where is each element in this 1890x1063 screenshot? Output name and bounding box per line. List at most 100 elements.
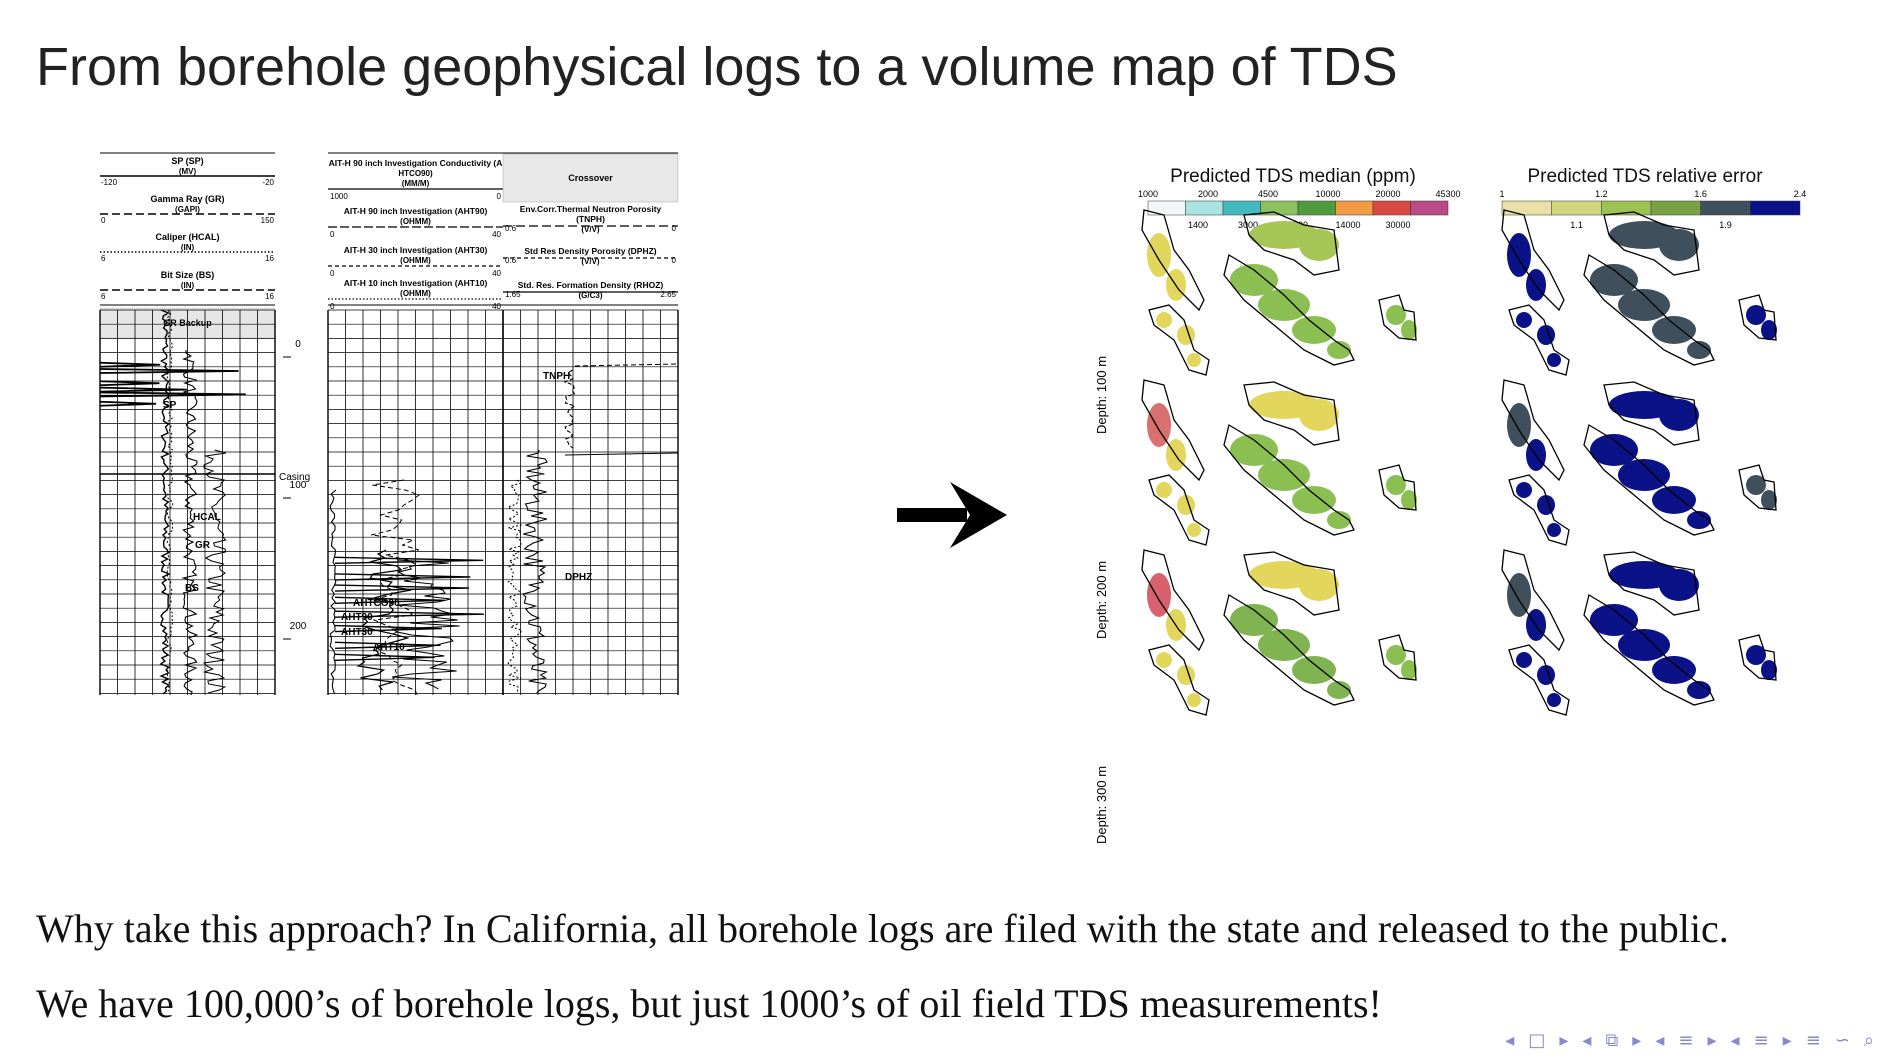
log-header-unit: (V/V) bbox=[581, 225, 600, 234]
row-label-depth-200: Depth: 200 m bbox=[1094, 561, 1109, 639]
map-outline bbox=[1243, 551, 1340, 616]
map-fill-region bbox=[1746, 645, 1766, 665]
map-fill-region bbox=[1687, 681, 1711, 699]
map-fill-region bbox=[1516, 312, 1532, 328]
nav-prev-subsection-icon[interactable]: ◂ bbox=[1582, 1030, 1592, 1051]
median-colorbar-title: Predicted TDS median (ppm) bbox=[1170, 166, 1416, 187]
map-fill-region bbox=[1386, 305, 1406, 325]
log-header-unit: (IN) bbox=[181, 281, 195, 290]
colorbar-tick-bottom: 1400 bbox=[1188, 220, 1208, 230]
map-outline bbox=[1141, 209, 1205, 312]
log-header-unit: (MM/M) bbox=[402, 179, 430, 188]
map-fill-region bbox=[1299, 229, 1339, 261]
map-fill-region bbox=[1156, 652, 1172, 668]
map-fill-region bbox=[1147, 403, 1171, 447]
log-header-name: Caliper (HCAL) bbox=[155, 232, 219, 242]
colorbar-swatch bbox=[1650, 200, 1701, 216]
map-fill-region bbox=[1590, 264, 1638, 296]
colorbar-tick-top: 2.4 bbox=[1794, 189, 1807, 199]
body-line-2: We have 100,000’s of borehole logs, but … bbox=[36, 981, 1382, 1026]
nav-search-icon[interactable]: ⌕ bbox=[1863, 1030, 1874, 1051]
nav-frame-icon[interactable]: □ bbox=[1528, 1030, 1546, 1051]
log-header-name: AIT-H 10 inch Investigation (AHT10) bbox=[344, 278, 488, 288]
map-panel-median-row-1 bbox=[1141, 209, 1417, 376]
map-outline bbox=[1738, 464, 1777, 511]
nav-next-subsection-icon[interactable]: ▸ bbox=[1632, 1030, 1642, 1051]
map-fill-region bbox=[1292, 486, 1336, 514]
map-outline bbox=[1603, 381, 1700, 446]
map-fill-region bbox=[1327, 511, 1351, 529]
log-header-max: 2.65 bbox=[660, 290, 676, 299]
map-fill-region bbox=[1659, 399, 1699, 431]
casing-label: Casing bbox=[279, 472, 310, 483]
log-header-unit: (G/C3) bbox=[579, 291, 603, 300]
log-header-min: 0 bbox=[330, 230, 335, 239]
map-outline bbox=[1141, 549, 1205, 652]
log-header-name: SP (SP) bbox=[171, 156, 203, 166]
nav-doc-icon[interactable]: ≡ bbox=[1753, 1030, 1769, 1051]
map-fill-region bbox=[1327, 341, 1351, 359]
borehole-log-figure: SP (SP)(MV) -120 -20 Gamma Ray (GR)(GAPI) 0 1… bbox=[99, 152, 679, 696]
map-outline bbox=[1603, 551, 1700, 616]
nav-prev-section-icon[interactable]: ◂ bbox=[1655, 1030, 1665, 1051]
nav-menu-icon[interactable]: ≡ bbox=[1805, 1030, 1821, 1051]
map-outline bbox=[1378, 294, 1417, 341]
log-header-name: AIT-H 90 inch Investigation (AHT90) bbox=[344, 206, 488, 216]
curve-label: AHT30 bbox=[341, 627, 373, 638]
colorbar-tick-top: 20000 bbox=[1375, 189, 1400, 199]
log-header-max: 150 bbox=[261, 216, 275, 225]
map-fill-region bbox=[1618, 289, 1670, 321]
slide-title: From borehole geophysical logs to a volu… bbox=[36, 37, 1398, 97]
row-label-depth-100: Depth: 100 m bbox=[1094, 356, 1109, 434]
map-fill-region bbox=[1156, 482, 1172, 498]
nav-back-icon[interactable]: ∽ bbox=[1834, 1030, 1850, 1051]
log-header-name: Env.Corr.Thermal Neutron Porosity bbox=[520, 204, 662, 214]
body-line-1: Why take this approach? In California, a… bbox=[36, 906, 1729, 951]
map-outline bbox=[1738, 634, 1777, 681]
map-panel-median-row-2 bbox=[1141, 379, 1417, 546]
map-fill-region bbox=[1507, 573, 1531, 617]
log-header-min: 6 bbox=[101, 292, 106, 301]
map-fill-region bbox=[1147, 233, 1171, 277]
colorbar-tick-top: 10000 bbox=[1315, 189, 1340, 199]
curve-label: GR bbox=[195, 540, 211, 551]
right-arrow-icon bbox=[897, 482, 1007, 548]
map-outline bbox=[1508, 644, 1570, 716]
error-colorbar-title: Predicted TDS relative error bbox=[1527, 166, 1763, 187]
log-header-name: Std. Res. Formation Density (RHOZ) bbox=[518, 280, 664, 290]
log-header-max: 0 bbox=[497, 192, 502, 201]
map-fill-region bbox=[1187, 693, 1201, 707]
map-outline bbox=[1223, 423, 1355, 536]
nav-next-section-icon[interactable]: ▸ bbox=[1707, 1030, 1717, 1051]
map-fill-region bbox=[1187, 353, 1201, 367]
map-outline bbox=[1501, 549, 1565, 652]
curve-label: AHTCO90 bbox=[353, 598, 400, 609]
map-fill-region bbox=[1292, 656, 1336, 684]
nav-subsection-icon[interactable]: ⧉ bbox=[1605, 1030, 1619, 1051]
depth-tick-label: 100 bbox=[290, 480, 307, 491]
map-fill-region bbox=[1386, 645, 1406, 665]
map-outline bbox=[1583, 593, 1715, 706]
colorbar-tick-top: 1000 bbox=[1138, 189, 1158, 199]
map-fill-region bbox=[1590, 604, 1638, 636]
map-fill-region bbox=[1156, 312, 1172, 328]
colorbar-tick-bottom: 1.9 bbox=[1719, 220, 1732, 230]
map-fill-region bbox=[1687, 341, 1711, 359]
colorbar-swatch bbox=[1372, 200, 1411, 216]
nav-prev-doc-icon[interactable]: ◂ bbox=[1730, 1030, 1740, 1051]
nav-prev-icon[interactable]: ◂ bbox=[1505, 1030, 1515, 1051]
svg-text:HTCO90): HTCO90) bbox=[398, 169, 433, 178]
nav-section-icon[interactable]: ≡ bbox=[1678, 1030, 1694, 1051]
map-fill-region bbox=[1746, 475, 1766, 495]
map-fill-region bbox=[1299, 569, 1339, 601]
map-outline bbox=[1223, 253, 1355, 366]
error-colorbar: 11.21.62.41.11.41.9 bbox=[1499, 189, 1806, 230]
colorbar-tick-bottom: 1.1 bbox=[1570, 220, 1583, 230]
log-header-min: 1000 bbox=[330, 192, 348, 201]
nav-next-icon[interactable]: ▸ bbox=[1559, 1030, 1569, 1051]
colorbar-tick-top: 1.2 bbox=[1595, 189, 1608, 199]
log-header-name: AIT-H 30 inch Investigation (AHT30) bbox=[344, 245, 488, 255]
log-header-min: 0 bbox=[330, 269, 335, 278]
nav-next-doc-icon[interactable]: ▸ bbox=[1782, 1030, 1792, 1051]
map-fill-region bbox=[1327, 681, 1351, 699]
